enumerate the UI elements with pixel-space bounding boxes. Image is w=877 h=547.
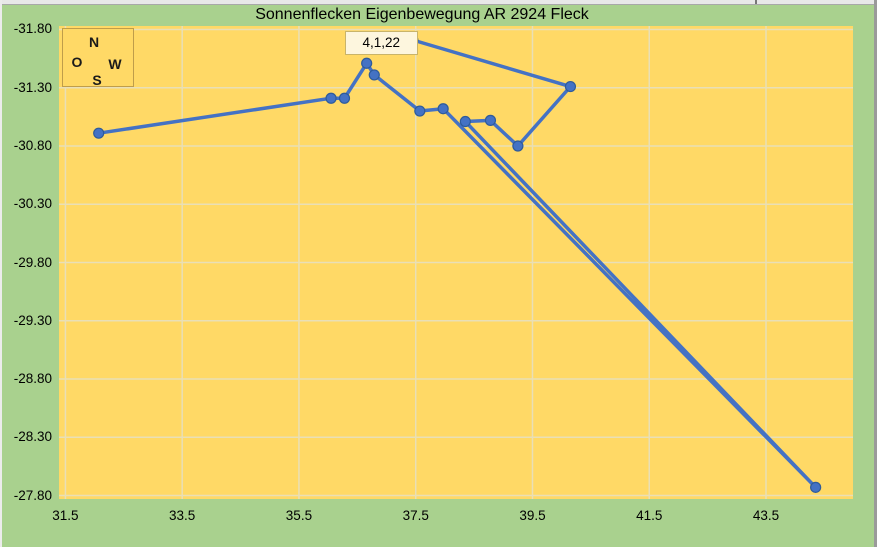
data-point-marker[interactable]	[361, 57, 373, 69]
data-point-marker[interactable]	[564, 80, 577, 93]
x-tick-label: 43.5	[752, 508, 780, 523]
compass-rose[interactable]: N O W S	[62, 28, 134, 88]
data-point-marker[interactable]	[810, 481, 822, 493]
data-point-marker[interactable]	[484, 114, 497, 126]
y-tick-label: -31.80	[13, 21, 52, 37]
series-line[interactable]	[96, 38, 818, 490]
x-tick-label: 37.5	[402, 508, 429, 523]
y-tick-label: -28.80	[13, 371, 52, 386]
data-point-marker[interactable]	[368, 69, 380, 81]
data-point-marker[interactable]	[338, 92, 351, 104]
y-tick-label: -29.30	[13, 312, 52, 328]
chart-title[interactable]: Sonnenflecken Eigenbewegung AR 2924 Flec…	[255, 6, 589, 23]
y-tick-label: -30.80	[13, 137, 52, 153]
y-tick-label: -31.30	[13, 79, 52, 95]
data-point-marker[interactable]	[325, 92, 337, 104]
data-point-marker[interactable]	[93, 127, 105, 139]
y-tick-label: -27.80	[13, 487, 52, 503]
y-tick-label: -28.30	[13, 429, 52, 445]
compass-east-label: O	[71, 54, 83, 70]
x-tick-label: 31.5	[52, 508, 79, 523]
data-point-marker[interactable]	[437, 103, 449, 115]
compass-west-label: W	[108, 56, 122, 72]
column-divider-tick	[755, 0, 757, 4]
chart-canvas	[59, 26, 853, 499]
x-tick-label: 33.5	[169, 508, 196, 523]
data-point-label[interactable]: 4,1,22	[344, 30, 418, 55]
y-tick-label: -30.30	[13, 196, 52, 212]
window-top-strip	[2, 0, 874, 5]
compass-south-label: S	[92, 72, 102, 88]
y-tick-label: -29.80	[13, 254, 52, 270]
data-point-marker[interactable]	[414, 105, 426, 117]
data-point-marker[interactable]	[512, 140, 524, 152]
x-tick-label: 41.5	[636, 508, 663, 523]
data-point-marker[interactable]	[459, 115, 471, 128]
compass-north-label: N	[88, 34, 100, 50]
x-tick-label: 35.5	[285, 508, 313, 523]
x-tick-label: 39.5	[519, 508, 546, 523]
plot-area[interactable]	[59, 26, 853, 499]
